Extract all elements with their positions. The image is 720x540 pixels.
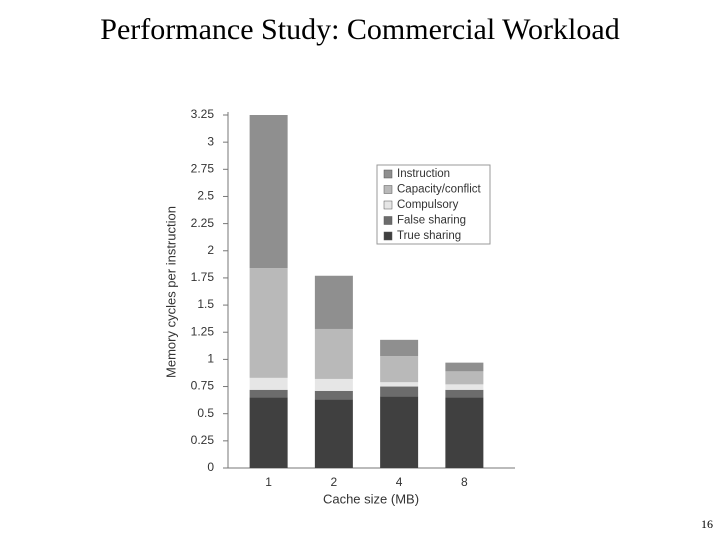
legend-swatch <box>383 216 393 225</box>
legend-swatch <box>383 200 393 210</box>
y-tick-label: 0 <box>207 460 214 474</box>
y-tick-label: 1.75 <box>191 270 215 284</box>
x-tick-label: 1 <box>265 475 272 489</box>
y-tick-label: 2.5 <box>197 189 214 203</box>
y-tick-label: 1.25 <box>191 324 215 338</box>
bar-segment <box>380 382 419 387</box>
bar-segment <box>314 390 353 400</box>
bar-segment <box>249 377 288 390</box>
x-axis-label: Cache size (MB) <box>323 491 419 506</box>
bar-segment <box>445 371 484 385</box>
y-tick-label: 2.25 <box>191 216 215 230</box>
legend-label: Capacity/conflict <box>397 184 482 196</box>
bar-segment <box>380 339 419 357</box>
y-tick-label: 0.25 <box>191 433 215 447</box>
page-number: 16 <box>701 517 713 531</box>
legend-swatch <box>383 185 393 194</box>
x-tick-label: 4 <box>396 475 403 489</box>
bar-segment <box>249 397 288 468</box>
x-tick-label: 2 <box>331 475 338 489</box>
bar-segment <box>380 356 419 383</box>
bar-segment <box>314 378 353 391</box>
legend <box>376 164 491 245</box>
y-tick-label: 1.5 <box>197 297 214 311</box>
x-tick-label: 8 <box>461 475 468 489</box>
bar-segment <box>380 396 419 468</box>
y-tick-label: 2 <box>207 243 214 257</box>
bar-segment <box>314 275 353 329</box>
legend-swatch <box>383 231 393 241</box>
y-tick-label: 3 <box>207 134 214 148</box>
bar-segment <box>445 384 484 390</box>
slide-title: Performance Study: Commercial Workload <box>100 13 619 46</box>
bar-segment <box>249 389 288 398</box>
y-tick-label: 1 <box>207 352 214 366</box>
y-tick-label: 0.75 <box>191 379 215 393</box>
legend-label: Instruction <box>397 168 450 180</box>
bar-segment <box>445 397 484 468</box>
legend-swatch <box>383 169 393 179</box>
y-tick-label: 3.25 <box>191 107 215 121</box>
bar-segment <box>445 389 484 398</box>
legend-label: Compulsory <box>397 199 459 211</box>
bar-segment <box>249 115 288 269</box>
y-tick-label: 2.75 <box>191 161 215 175</box>
bar-segment <box>445 362 484 372</box>
legend-label: True sharing <box>397 230 461 242</box>
y-tick-label: 0.5 <box>197 406 214 420</box>
bar-segment <box>314 399 353 468</box>
bar-segment <box>380 386 419 397</box>
bar-segment <box>314 328 353 379</box>
legend-label: False sharing <box>397 215 466 227</box>
y-axis-label: Memory cycles per instruction <box>163 206 178 378</box>
bar-segment <box>249 268 288 378</box>
